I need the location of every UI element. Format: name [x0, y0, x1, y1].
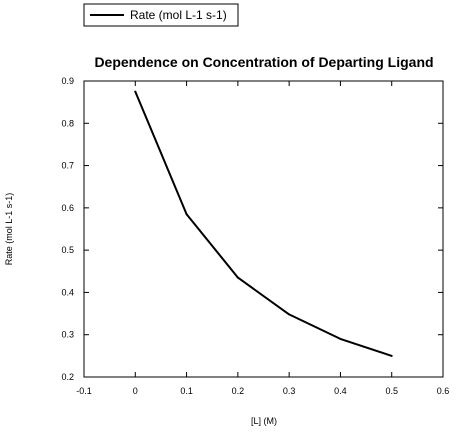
y-tick-label: 0.3 — [61, 330, 74, 340]
data-point — [134, 90, 137, 93]
data-point — [236, 276, 239, 279]
y-tick-label: 0.2 — [61, 372, 74, 382]
y-tick-label: 0.5 — [61, 245, 74, 255]
x-axis-title: [L] (M) — [251, 416, 277, 426]
x-tick-label: 0 — [133, 386, 138, 396]
x-tick-label: -0.1 — [76, 386, 92, 396]
legend-label: Rate (mol L-1 s-1) — [130, 8, 227, 22]
plot-area — [83, 80, 444, 378]
x-tick-label: 0.3 — [283, 386, 296, 396]
y-tick-label: 0.4 — [61, 287, 74, 297]
chart-title: Dependence on Concentration of Departing… — [94, 54, 433, 70]
x-axis-ticks: -0.1 0 0.1 0.2 0.3 0.4 0.5 0.6 — [76, 81, 449, 396]
series-layer — [134, 90, 393, 357]
x-tick-label: 0.4 — [334, 386, 347, 396]
x-tick-label: 0.6 — [437, 386, 450, 396]
legend: Rate (mol L-1 s-1) — [83, 3, 239, 27]
legend-box — [83, 3, 239, 27]
data-point — [390, 354, 393, 357]
data-point — [339, 337, 342, 340]
data-point — [288, 313, 291, 316]
y-axis-ticks: 0.2 0.3 0.4 0.5 0.6 0.7 0.8 0.9 — [61, 76, 443, 382]
data-point — [185, 213, 188, 216]
x-tick-label: 0.5 — [385, 386, 398, 396]
y-tick-label: 0.6 — [61, 203, 74, 213]
y-tick-label: 0.8 — [61, 118, 74, 128]
y-tick-label: 0.9 — [61, 76, 74, 86]
series-line — [134, 91, 393, 357]
y-tick-label: 0.7 — [61, 161, 74, 171]
y-axis-title: Rate (mol L-1 s-1) — [4, 193, 14, 266]
x-tick-label: 0.2 — [232, 386, 245, 396]
x-tick-label: 0.1 — [180, 386, 193, 396]
